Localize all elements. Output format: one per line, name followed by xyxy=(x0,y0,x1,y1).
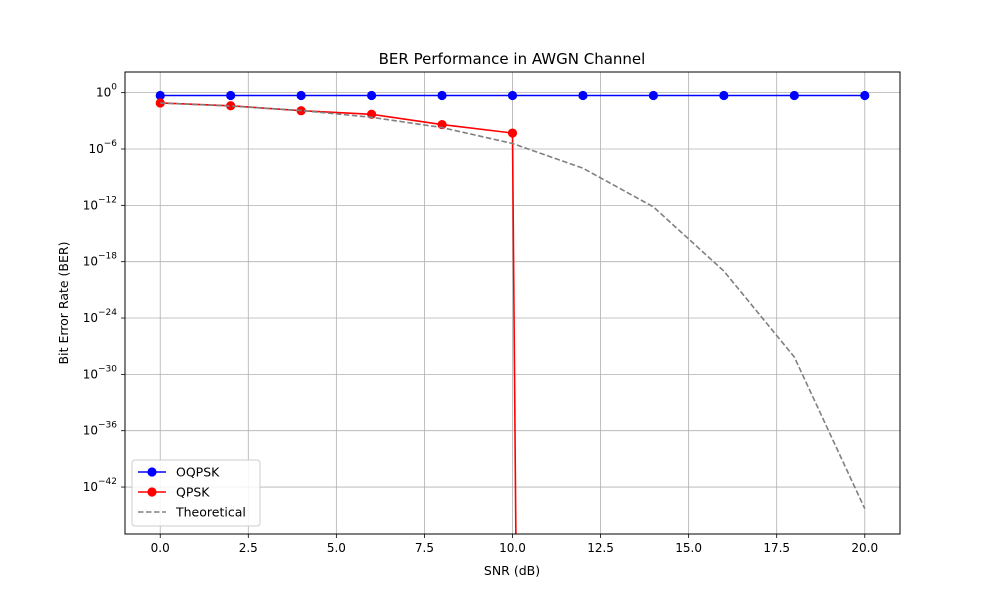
x-tick-label: 12.5 xyxy=(587,541,614,555)
y-tick-label: 10−36 xyxy=(83,421,118,438)
qpsk-data-point xyxy=(226,101,236,111)
oqpsk-data-point xyxy=(366,90,377,101)
x-tick-label: 0.0 xyxy=(151,541,170,555)
oqpsk-data-point xyxy=(296,90,306,101)
x-tick-label: 7.5 xyxy=(415,541,434,555)
qpsk-legend-marker xyxy=(147,487,157,497)
oqpsk-data-point xyxy=(578,90,588,101)
oqpsk-data-point xyxy=(226,90,236,101)
grid xyxy=(125,72,900,534)
y-tick-label: 10−12 xyxy=(83,195,117,212)
theoretical-legend-label: Theoretical xyxy=(175,505,246,520)
oqpsk-data-point xyxy=(719,90,729,101)
chart-title: BER Performance in AWGN Channel xyxy=(379,50,646,68)
y-tick-label: 100 xyxy=(96,83,117,100)
x-axis-ticks: 0.0 2.5 5.0 7.5 10.0 12.5 15.0 17.5 20.0 xyxy=(151,534,878,555)
x-tick-label: 2.5 xyxy=(239,541,258,555)
x-tick-label: 10.0 xyxy=(499,541,526,555)
y-tick-label: 10−30 xyxy=(83,364,118,381)
y-tick-label: 10−42 xyxy=(83,477,117,494)
x-tick-label: 17.5 xyxy=(763,541,790,555)
x-tick-label: 20.0 xyxy=(851,541,878,555)
oqpsk-data-point xyxy=(507,90,518,101)
plot-area xyxy=(155,90,870,534)
y-axis-ticks: 100 10−6 10−12 10−18 10−24 10−30 10−36 10−42 xyxy=(83,83,125,494)
legend: OQPSK QPSK Theoretical xyxy=(131,459,261,527)
y-tick-label: 10−6 xyxy=(88,139,117,156)
oqpsk-legend-label: OQPSK xyxy=(176,465,220,480)
oqpsk-legend-marker xyxy=(147,467,157,477)
oqpsk-data-point xyxy=(648,90,659,101)
legend-box xyxy=(131,459,261,527)
theoretical-series-line xyxy=(160,102,866,509)
oqpsk-data-point xyxy=(860,90,870,101)
y-tick-label: 10−18 xyxy=(83,252,118,269)
qpsk-legend-label: QPSK xyxy=(176,485,210,500)
oqpsk-data-point xyxy=(789,90,799,101)
x-axis-label: SNR (dB) xyxy=(484,563,540,578)
qpsk-data-point xyxy=(155,98,165,108)
x-tick-label: 5.0 xyxy=(327,541,346,555)
y-tick-label: 10−24 xyxy=(83,308,118,325)
oqpsk-data-point xyxy=(155,90,165,101)
oqpsk-data-point xyxy=(437,90,447,101)
qpsk-data-point xyxy=(507,128,518,138)
y-axis-label: Bit Error Rate (BER) xyxy=(56,242,71,365)
x-tick-label: 15.0 xyxy=(675,541,702,555)
